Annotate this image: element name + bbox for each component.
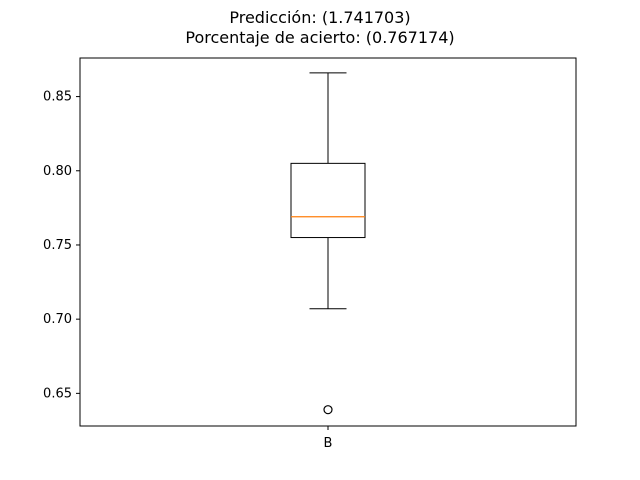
y-tick-label: 0.65 <box>43 386 72 401</box>
x-tick-label: B <box>324 436 333 451</box>
chart-title-line-1: Predicción: (1.741703) <box>229 8 411 27</box>
box-iqr <box>290 162 366 239</box>
x-axis: B <box>324 426 333 451</box>
y-tick-label: 0.75 <box>43 238 72 253</box>
y-tick-label: 0.80 <box>43 164 72 179</box>
y-axis: 0.65 0.70 0.75 0.80 0.85 <box>43 90 80 401</box>
y-tick-label: 0.85 <box>43 90 72 105</box>
box-group <box>290 72 366 415</box>
chart-title-line-2: Porcentaje de acierto: (0.767174) <box>185 28 455 47</box>
y-tick-label: 0.70 <box>43 312 72 327</box>
outlier-point <box>323 405 333 415</box>
